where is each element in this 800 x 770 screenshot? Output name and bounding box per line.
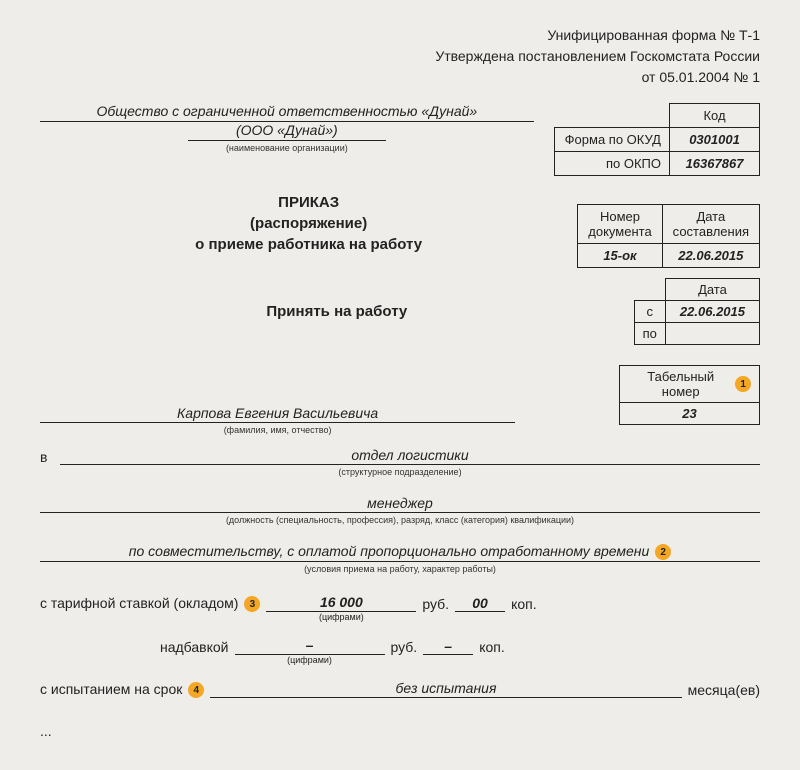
badge-2: 2	[655, 544, 671, 560]
conditions-caption: (условия приема на работу, характер рабо…	[40, 564, 760, 574]
okpo-label: по ОКПО	[554, 152, 669, 176]
tab-num-label-text: Табельный номер	[628, 369, 733, 399]
org-full-name: Общество с ограниченной ответственностью…	[40, 103, 534, 122]
badge-3: 3	[244, 596, 260, 612]
tab-num-value: 23	[620, 403, 760, 425]
header-line1: Унифицированная форма № Т-1	[40, 25, 760, 46]
probation-suffix: месяца(ев)	[688, 682, 760, 698]
doc-date-label: Дата составления	[662, 205, 759, 244]
fio-caption: (фамилия, имя, отчество)	[40, 425, 515, 435]
probation-label-text: с испытанием на срок	[40, 681, 182, 697]
okpo-value: 16367867	[670, 152, 760, 176]
badge-4: 4	[188, 682, 204, 698]
salary-rate-value: 16 000	[266, 594, 416, 612]
kop-label-2: коп.	[479, 639, 505, 655]
kop-value: 00	[455, 595, 505, 612]
salary-rate-caption: (цифрами)	[266, 612, 416, 622]
form-header: Унифицированная форма № Т-1 Утверждена п…	[40, 25, 760, 88]
conditions-field: по совместительству, с оплатой пропорцио…	[40, 543, 760, 562]
tab-number-table: Табельный номер 1 23	[619, 365, 760, 425]
header-line3: от 05.01.2004 № 1	[40, 67, 760, 88]
date-from-value: 22.06.2015	[665, 301, 759, 323]
okud-value: 0301001	[670, 128, 760, 152]
rub-label: руб.	[422, 596, 449, 612]
title-line3: о приеме работника на работу	[40, 234, 577, 255]
organization-block: Общество с ограниченной ответственностью…	[40, 103, 534, 153]
date-to-value	[665, 323, 759, 345]
accept-label: Принять на работу	[40, 303, 634, 320]
position-caption: (должность (специальность, профессия), р…	[40, 515, 760, 525]
probation-value: без испытания	[210, 680, 681, 698]
title-line1: ПРИКАЗ	[40, 192, 577, 213]
allowance-kop: –	[423, 638, 473, 655]
fio-field: Карпова Евгения Васильевича	[40, 405, 515, 423]
salary-rate-label-text: с тарифной ставкой (окладом)	[40, 595, 238, 611]
date-to-label: по	[634, 323, 665, 345]
date-header: Дата	[665, 279, 759, 301]
rub-label-2: руб.	[391, 639, 418, 655]
v-label: в	[40, 449, 60, 465]
header-line2: Утверждена постановлением Госкомстата Ро…	[40, 46, 760, 67]
department-caption: (структурное подразделение)	[40, 467, 760, 477]
kod-header: Код	[670, 104, 760, 128]
badge-1: 1	[735, 376, 751, 392]
doc-num-value: 15-ок	[578, 244, 662, 268]
conditions-text: по совместительству, с оплатой пропорцио…	[129, 543, 650, 559]
kop-label: коп.	[511, 596, 537, 612]
tab-num-label: Табельный номер 1	[620, 366, 760, 403]
doc-num-label: Номер документа	[578, 205, 662, 244]
org-caption: (наименование организации)	[40, 143, 534, 153]
doc-date-value: 22.06.2015	[662, 244, 759, 268]
accept-dates-table: Дата с 22.06.2015 по	[634, 278, 760, 345]
codes-table: Код Форма по ОКУД 0301001 по ОКПО 163678…	[554, 103, 760, 176]
ellipsis: ...	[40, 723, 760, 739]
org-short-name: (ООО «Дунай»)	[188, 122, 385, 141]
allowance-caption: (цифрами)	[235, 655, 385, 665]
title-line2: (распоряжение)	[40, 213, 577, 234]
department-field: отдел логистики	[60, 447, 760, 465]
document-title: ПРИКАЗ (распоряжение) о приеме работника…	[40, 192, 577, 255]
probation-label: с испытанием на срок 4	[40, 681, 204, 698]
doc-meta-table: Номер документа Дата составления 15-ок 2…	[577, 204, 760, 268]
position-field: менеджер	[40, 495, 760, 513]
okud-label: Форма по ОКУД	[554, 128, 669, 152]
allowance-label: надбавкой	[160, 639, 229, 655]
date-from-label: с	[634, 301, 665, 323]
allowance-value: –	[235, 637, 385, 655]
salary-rate-label: с тарифной ставкой (окладом) 3	[40, 595, 260, 612]
